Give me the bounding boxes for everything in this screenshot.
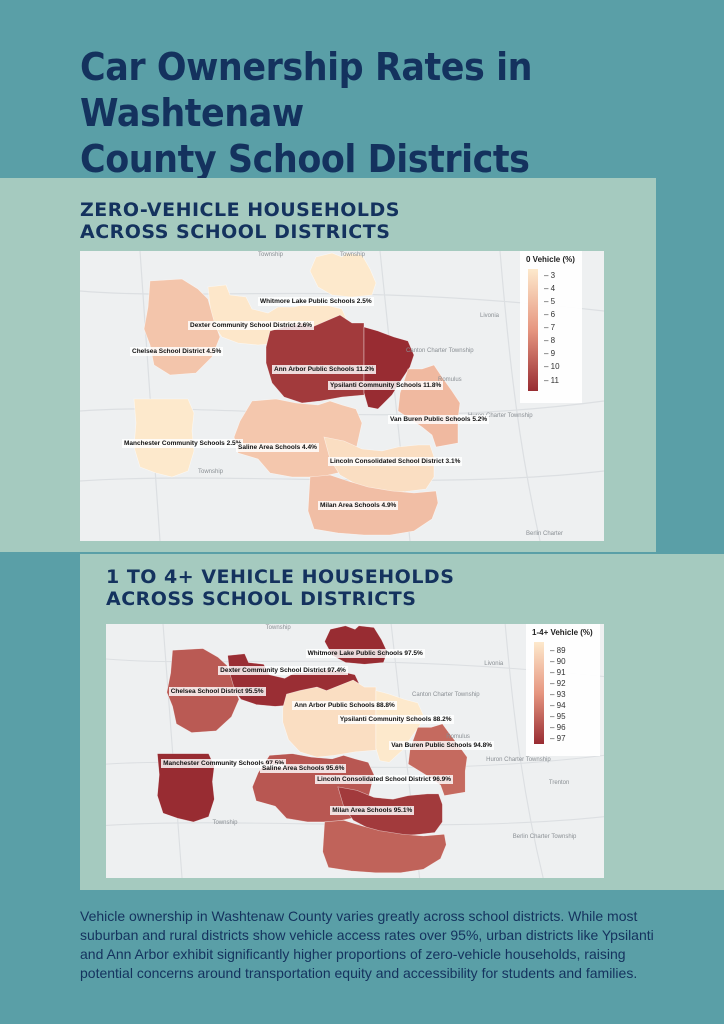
place-label: Huron Charter Township (486, 757, 551, 764)
district-label-whitmore: Whitmore Lake Public Schools 97.5% (305, 648, 425, 658)
place-label: Romulus (446, 734, 470, 741)
legend-tick: – 3 (544, 270, 556, 280)
place-label: Township (212, 820, 238, 827)
legend-tick: – 95 (550, 711, 566, 721)
place-label: Township (198, 469, 224, 475)
district-label-ypsilanti: Ypsilanti Community Schools 88.2% (337, 715, 454, 725)
page-title-line-2: County School Districts (80, 137, 530, 181)
district-label-milan: Milan Area Schools 95.1% (330, 806, 415, 816)
place-label: Township (340, 252, 366, 258)
district-label-dexter: Dexter Community School District 97.4% (218, 666, 348, 676)
place-label: Livonia (484, 660, 504, 667)
zero-vehicle-map[interactable]: Township Township Livonia Canton Charter To… (80, 251, 604, 541)
district-label-annarbor: Ann Arbor Public Schools 11.2% (272, 365, 377, 374)
district-label-saline: Saline Area Schools 4.4% (236, 443, 319, 452)
legend-tick: – 9 (544, 349, 556, 359)
vehicle-heading-line-1: 1 TO 4+ VEHICLE HOUSEHOLDS (106, 566, 455, 588)
place-label: Huron Charter Township (468, 413, 533, 419)
description-paragraph: Vehicle ownership in Washtenaw County va… (80, 908, 654, 981)
legend-tick: – 10 (544, 362, 560, 372)
district-label-vanburen: Van Buren Public Schools 94.8% (389, 741, 494, 751)
legend-tick: – 93 (550, 689, 566, 699)
district-label-chelsea: Chelsea School District 4.5% (130, 347, 224, 356)
place-label: Romulus (438, 377, 462, 383)
district-label-dexter: Dexter Community School District 2.6% (188, 321, 315, 330)
district-whitmore[interactable] (309, 252, 377, 298)
district-label-chelsea: Chelsea School District 95.5% (168, 687, 266, 697)
district-label-annarbor: Ann Arbor Public Schools 88.8% (292, 701, 397, 711)
legend-tick: – 8 (544, 336, 556, 346)
place-label: Canton Charter Township (406, 348, 474, 354)
legend-tick: – 7 (544, 323, 556, 333)
place-label: Trenton (548, 779, 570, 786)
district-milan[interactable] (322, 819, 447, 874)
page-title: Car Ownership Rates in Washtenaw County … (80, 44, 650, 182)
legend-tick: – 91 (550, 667, 566, 677)
map-legend: 1-4+ Vehicle (%) – 89– 90– 91– 92– 93– 94… (526, 624, 600, 756)
district-label-vanburen: Van Buren Public Schools 5.2% (388, 415, 490, 424)
place-label: Livonia (480, 313, 500, 319)
district-label-lincoln: Lincoln Consolidated School District 96.… (315, 774, 454, 784)
zero-vehicle-heading-line-2: ACROSS SCHOOL DISTRICTS (80, 221, 391, 243)
vehicle-heading: 1 TO 4+ VEHICLE HOUSEHOLDS ACROSS SCHOOL… (106, 566, 454, 610)
place-label: Township (258, 252, 284, 258)
legend-tick: – 90 (550, 656, 566, 666)
zero-vehicle-heading-line-1: ZERO-VEHICLE HOUSEHOLDS (80, 199, 400, 221)
district-label-milan: Milan Area Schools 4.9% (318, 501, 399, 510)
district-manchester[interactable] (157, 753, 215, 823)
district-whitmore[interactable] (324, 625, 388, 665)
legend-tick: – 97 (550, 733, 566, 743)
district-label-ypsilanti: Ypsilanti Community Schools 11.8% (328, 381, 444, 390)
legend-tick: – 89 (550, 645, 566, 655)
legend-title: 1-4+ Vehicle (%) (532, 628, 593, 637)
district-manchester[interactable] (133, 398, 195, 478)
legend-tick: – 92 (550, 678, 566, 688)
district-label-lincoln: Lincoln Consolidated School District 3.1… (328, 457, 463, 466)
legend-title: 0 Vehicle (%) (526, 255, 575, 264)
district-label-whitmore: Whitmore Lake Public Schools 2.5% (258, 297, 374, 306)
place-label: Canton Charter Township (412, 692, 480, 699)
legend-tick: – 94 (550, 700, 566, 710)
legend-tick: – 6 (544, 309, 556, 319)
district-label-saline: Saline Area Schools 95.6% (259, 764, 347, 774)
page-title-line-1: Car Ownership Rates in Washtenaw (80, 45, 533, 135)
legend-color-bar (528, 269, 538, 391)
legend-tick: – 11 (544, 375, 559, 385)
place-label: Berlin Charter (526, 531, 564, 537)
legend-tick: – 96 (550, 722, 566, 732)
vehicle-map[interactable]: Township Livonia Canton Charter Township Ro… (106, 624, 604, 878)
district-label-manchester: Manchester Community Schools 2.5% (122, 439, 244, 448)
place-label: Township (265, 624, 291, 631)
vehicle-heading-line-2: ACROSS SCHOOL DISTRICTS (106, 588, 417, 610)
legend-tick: – 4 (544, 283, 556, 293)
map-legend: 0 Vehicle (%) – 3 – 4 – 5 – 6 – 7 – 8 – 9 – 10 – … (520, 251, 582, 403)
legend-tick: – 5 (544, 296, 556, 306)
district-label-manchester: Manchester Community Schools 97.5% (161, 758, 287, 768)
legend-color-bar (534, 642, 544, 744)
place-label: Berlin Charter Township (512, 834, 577, 841)
zero-vehicle-heading: ZERO-VEHICLE HOUSEHOLDS ACROSS SCHOOL DI… (80, 199, 400, 243)
